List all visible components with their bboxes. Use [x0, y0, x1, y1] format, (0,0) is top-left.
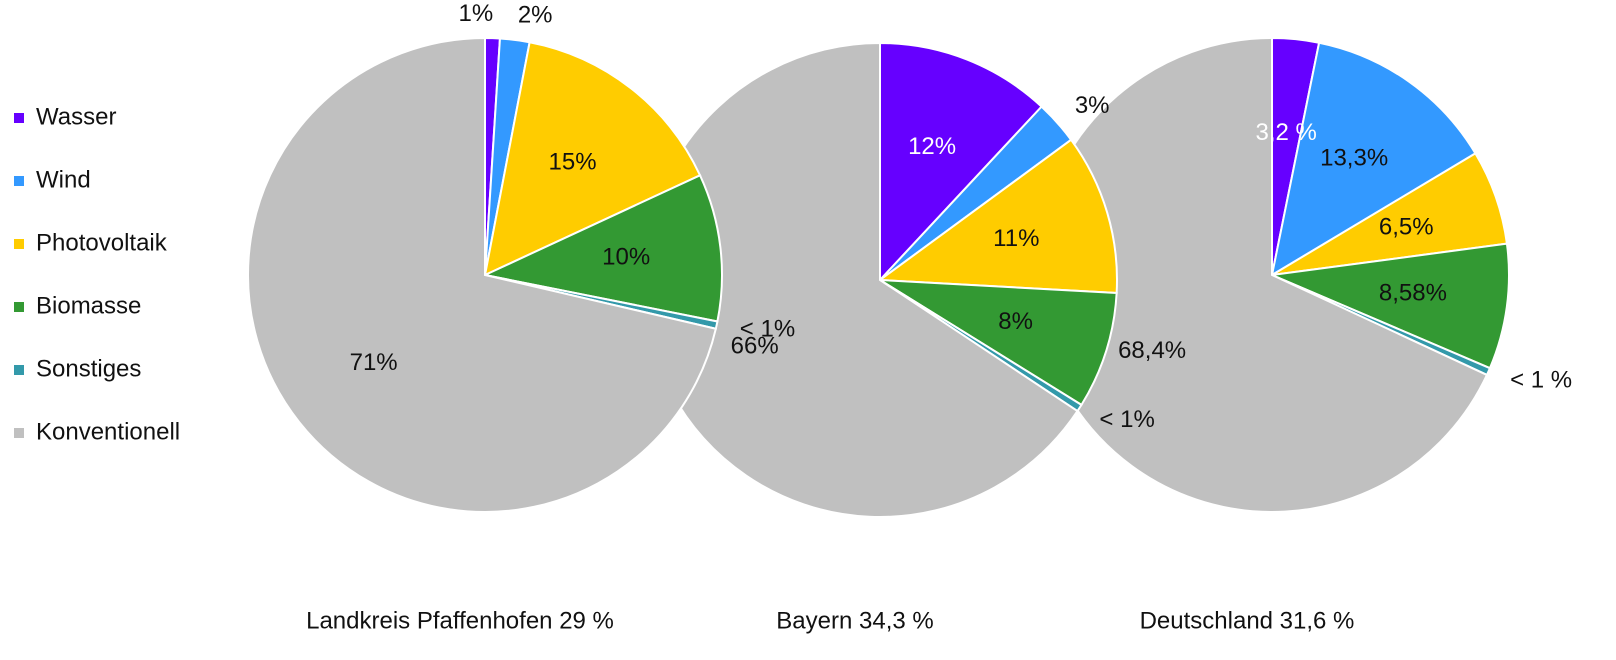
data-label: 66% — [731, 333, 779, 360]
pie-slice — [1268, 242, 1510, 370]
pie: 1% 2% 15% 10% < 1% 71% — [247, 0, 795, 513]
data-label: 11% — [993, 225, 1039, 252]
data-label: < 1% — [740, 315, 795, 342]
legend-label: Sonstiges — [36, 355, 141, 382]
data-label: 68,4% — [1118, 337, 1186, 364]
legend-swatch — [14, 176, 24, 186]
data-label: < 1% — [1099, 406, 1154, 433]
data-label: < 1 % — [1510, 367, 1572, 394]
data-label: 2% — [518, 2, 553, 29]
legend-label: Wind — [36, 166, 91, 193]
legend-label: Wasser — [36, 103, 116, 130]
data-label: 6,5% — [1379, 213, 1434, 240]
data-label: 8% — [998, 308, 1033, 335]
data-label: 8,58% — [1379, 280, 1447, 307]
data-label: 15% — [549, 148, 597, 175]
pie-title: Bayern 34,3 % — [776, 607, 933, 634]
data-label: 3% — [1075, 92, 1110, 119]
pie-slice — [879, 279, 1118, 407]
legend-swatch — [14, 113, 24, 123]
data-label: 13,3% — [1320, 144, 1388, 171]
pie: 12%3%11%8%< 1%66% — [642, 41, 1155, 518]
data-label: 3,2 % — [1256, 119, 1317, 146]
data-label: 12% — [908, 133, 956, 160]
data-label: 71% — [350, 349, 398, 376]
pie-slice — [247, 36, 718, 513]
legend-label: Biomasse — [36, 292, 141, 319]
pie-slice — [879, 41, 1044, 283]
pie-title: Landkreis Pfaffenhofen 29 % — [306, 607, 614, 634]
pie-slice — [877, 138, 1119, 295]
data-label: 10% — [602, 244, 650, 271]
legend-swatch — [14, 428, 24, 438]
pie-slice — [1270, 41, 1477, 278]
pie: 3,2 %13,3% 6,5% 8,58% < 1 % 68,4% — [1034, 36, 1572, 513]
legend-swatch — [14, 302, 24, 312]
legend-label: Konventionell — [36, 418, 180, 445]
data-label: 1% — [459, 0, 494, 27]
legend-label: Photovoltaik — [36, 229, 168, 256]
legend-swatch — [14, 239, 24, 249]
pie-slice — [481, 173, 723, 323]
legend-swatch — [14, 365, 24, 375]
pie-slice — [483, 41, 702, 277]
pie-title: Deutschland 31,6 % — [1140, 607, 1355, 634]
